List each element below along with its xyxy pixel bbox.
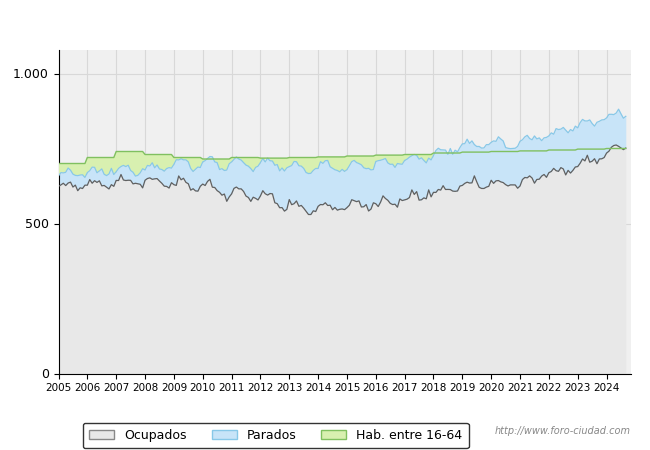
Legend: Ocupados, Parados, Hab. entre 16-64: Ocupados, Parados, Hab. entre 16-64 <box>83 423 469 448</box>
Text: http://www.foro-ciudad.com: http://www.foro-ciudad.com <box>495 427 630 436</box>
Text: Llers - Evolucion de la poblacion en edad de Trabajar Septiembre de 2024: Llers - Evolucion de la poblacion en eda… <box>49 15 601 28</box>
